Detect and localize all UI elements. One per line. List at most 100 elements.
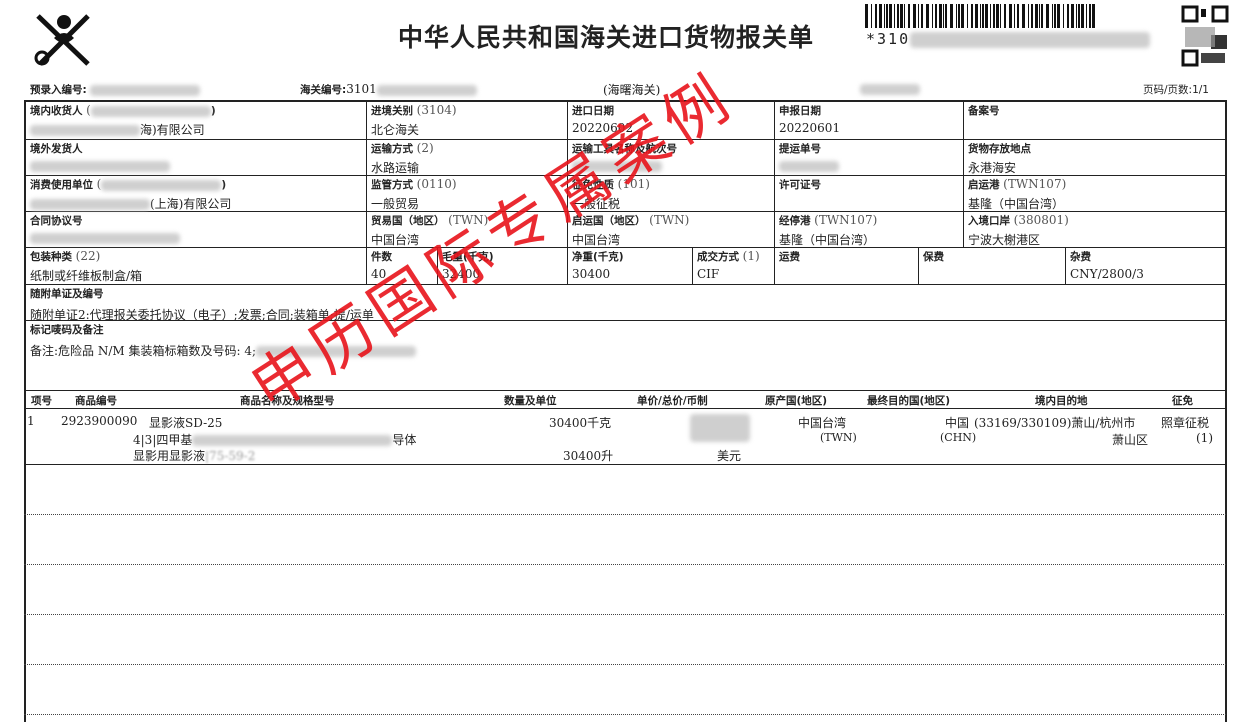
field-value: 40 <box>371 267 387 281</box>
barcode-bar <box>1014 4 1015 28</box>
item-spec-2: 显影用显影液|75-59-2 <box>133 447 255 464</box>
field-label: 入境口岸 <box>968 215 1010 227</box>
customs-emblem-icon <box>34 14 90 66</box>
field-value: 一般贸易 <box>371 197 420 211</box>
item-qty-2: 30400升 <box>563 449 614 463</box>
barcode-bar <box>985 4 988 28</box>
barcode-prefix: *310 <box>866 30 911 48</box>
item-dest-code: (CHN) <box>940 431 977 444</box>
barcode-bar <box>1052 4 1053 28</box>
field-value: 北仑海关 <box>371 123 420 137</box>
spec-2a: 显影用显影液 <box>133 449 206 463</box>
field-declare-date: 申报日期 20220601 <box>779 103 840 135</box>
field-trans-mode: 成交方式 (1) CIF <box>697 249 760 281</box>
page-indicator: 页码/页数:1/1 <box>1143 84 1209 96</box>
barcode-bar <box>1000 4 1001 28</box>
barcode-bar <box>1022 4 1025 28</box>
item-domestic-2: 萧山区 <box>1112 433 1149 447</box>
barcode-bar <box>1071 4 1074 28</box>
col-item-no: 项号 <box>31 395 52 407</box>
field-supervision: 监管方式 (0110) 一般贸易 <box>371 177 457 212</box>
field-departure-port: 启运港 (TWN107) 基隆（中国台湾） <box>968 177 1066 212</box>
col-hs-code: 商品编号 <box>75 395 117 407</box>
field-code: (TWN) <box>448 213 489 227</box>
field-label: 进境关别 <box>371 105 413 117</box>
field-label: 监管方式 <box>371 179 413 191</box>
barcode-bar <box>1039 4 1040 28</box>
field-value: 20220601 <box>779 121 841 135</box>
field-label: 杂费 <box>1070 251 1091 263</box>
barcode-bar <box>961 4 964 28</box>
field-entry-customs: 进境关别 (3104) 北仑海关 <box>371 103 457 138</box>
field-import-date: 进口日期 20220602 <box>572 103 633 135</box>
col-origin: 原产国(地区) <box>765 395 828 407</box>
barcode-bar <box>875 4 877 28</box>
field-consumer: 消费使用单位 () (上海)有限公司 <box>30 177 232 211</box>
field-label: 成交方式 <box>697 251 739 263</box>
customs-no-value: 3101 <box>346 82 377 96</box>
field-origin-country: 启运国（地区） (TWN) 中国台湾 <box>572 213 689 248</box>
item-name: 显影液SD-25 <box>149 416 223 430</box>
field-label: 贸易国（地区） <box>371 215 445 227</box>
field-insurance: 保费 <box>923 249 944 267</box>
item-levy-code: (1) <box>1196 431 1213 445</box>
barcode-bar <box>894 4 895 28</box>
field-code: (101) <box>617 177 650 191</box>
field-label: 运输工具名称及航次号 <box>572 143 677 155</box>
field-freight: 运费 <box>779 249 800 267</box>
barcode-bar <box>1035 4 1038 28</box>
field-label: 经停港 <box>779 215 811 227</box>
field-value: 20220602 <box>572 121 634 135</box>
field-label: 提运单号 <box>779 143 821 155</box>
barcode-bar <box>1057 4 1060 28</box>
field-code: (1) <box>742 249 760 263</box>
barcode-bar <box>1086 4 1087 28</box>
barcode-bar <box>886 4 888 28</box>
field-value: 海)有限公司 <box>140 123 205 137</box>
pre-entry-label: 预录入编号: <box>30 84 87 96</box>
barcode-bar <box>956 4 957 28</box>
field-pieces: 件数 40 <box>371 249 392 281</box>
col-price: 单价/总价/币制 <box>637 395 708 407</box>
barcode-bar <box>913 4 916 28</box>
barcode-bar <box>926 4 929 28</box>
item-dest: 中国 <box>945 416 970 430</box>
field-label: 启运国（地区） <box>572 215 646 227</box>
customs-no: 海关编号:3101 <box>300 82 477 97</box>
field-code: (2) <box>416 141 434 155</box>
barcode-bar <box>1009 4 1012 28</box>
field-label: 毛重(千克) <box>442 251 494 263</box>
field-value: 中国台湾 <box>371 233 420 247</box>
col-qty-unit: 数量及单位 <box>504 395 557 407</box>
field-label: 包装种类 <box>30 251 72 263</box>
pre-entry-no: 预录入编号: <box>30 82 201 97</box>
field-code: ( <box>86 103 91 117</box>
field-label: 备案号 <box>968 105 1000 117</box>
field-code: (TWN107) <box>814 213 878 227</box>
field-label: 运费 <box>779 251 800 263</box>
barcode-bar <box>900 4 903 28</box>
field-trade-country: 贸易国（地区） (TWN) 中国台湾 <box>371 213 488 248</box>
field-label: 申报日期 <box>779 105 821 117</box>
col-levy: 征免 <box>1172 395 1193 407</box>
item-qty-1: 30400千克 <box>549 416 612 430</box>
barcode-bar <box>897 4 899 28</box>
spec-2b: |75-59-2 <box>205 449 256 463</box>
customs-office: (海曙海关) <box>603 83 661 97</box>
barcode-bar <box>1089 4 1091 28</box>
field-label: 征免性质 <box>572 179 614 191</box>
field-label: 境内收货人 <box>30 105 83 117</box>
field-value: 宁波大榭港区 <box>968 233 1041 247</box>
field-value: 随附单证2:代理报关委托协议（电子）;发票;合同;装箱单;提/运单 <box>30 308 374 322</box>
field-value: 基隆（中国台湾） <box>779 233 876 247</box>
item-domestic: (33169/330109)萧山/杭州市 <box>974 416 1136 430</box>
field-record-no: 备案号 <box>968 103 1000 121</box>
document-title: 中华人民共和国海关进口货物报关单 <box>398 23 815 52</box>
barcode-bar <box>935 4 937 28</box>
field-value: 基隆（中国台湾） <box>968 197 1065 211</box>
spec-1a: 4|3|四甲基 <box>133 433 193 447</box>
barcode-bar <box>971 4 973 28</box>
field-consignee: 境内收货人 () 海)有限公司 <box>30 103 216 137</box>
barcode-bar <box>932 4 933 28</box>
barcode-bar <box>1041 4 1043 28</box>
